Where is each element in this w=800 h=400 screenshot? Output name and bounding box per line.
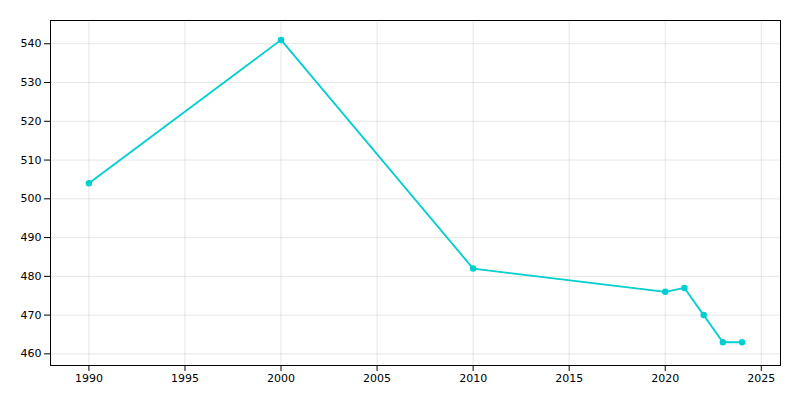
svg-text:2020: 2020 (651, 372, 679, 385)
svg-text:490: 490 (21, 231, 42, 244)
svg-text:470: 470 (21, 309, 42, 322)
svg-text:500: 500 (21, 192, 42, 205)
svg-text:2000: 2000 (267, 372, 295, 385)
svg-text:510: 510 (21, 154, 42, 167)
svg-text:1990: 1990 (75, 372, 103, 385)
svg-text:530: 530 (21, 76, 42, 89)
svg-text:540: 540 (21, 37, 42, 50)
svg-text:2010: 2010 (459, 372, 487, 385)
svg-text:1995: 1995 (171, 372, 199, 385)
svg-text:520: 520 (21, 115, 42, 128)
svg-text:2015: 2015 (555, 372, 583, 385)
svg-text:2005: 2005 (363, 372, 391, 385)
svg-text:480: 480 (21, 270, 42, 283)
svg-text:2025: 2025 (747, 372, 775, 385)
svg-text:460: 460 (21, 347, 42, 360)
